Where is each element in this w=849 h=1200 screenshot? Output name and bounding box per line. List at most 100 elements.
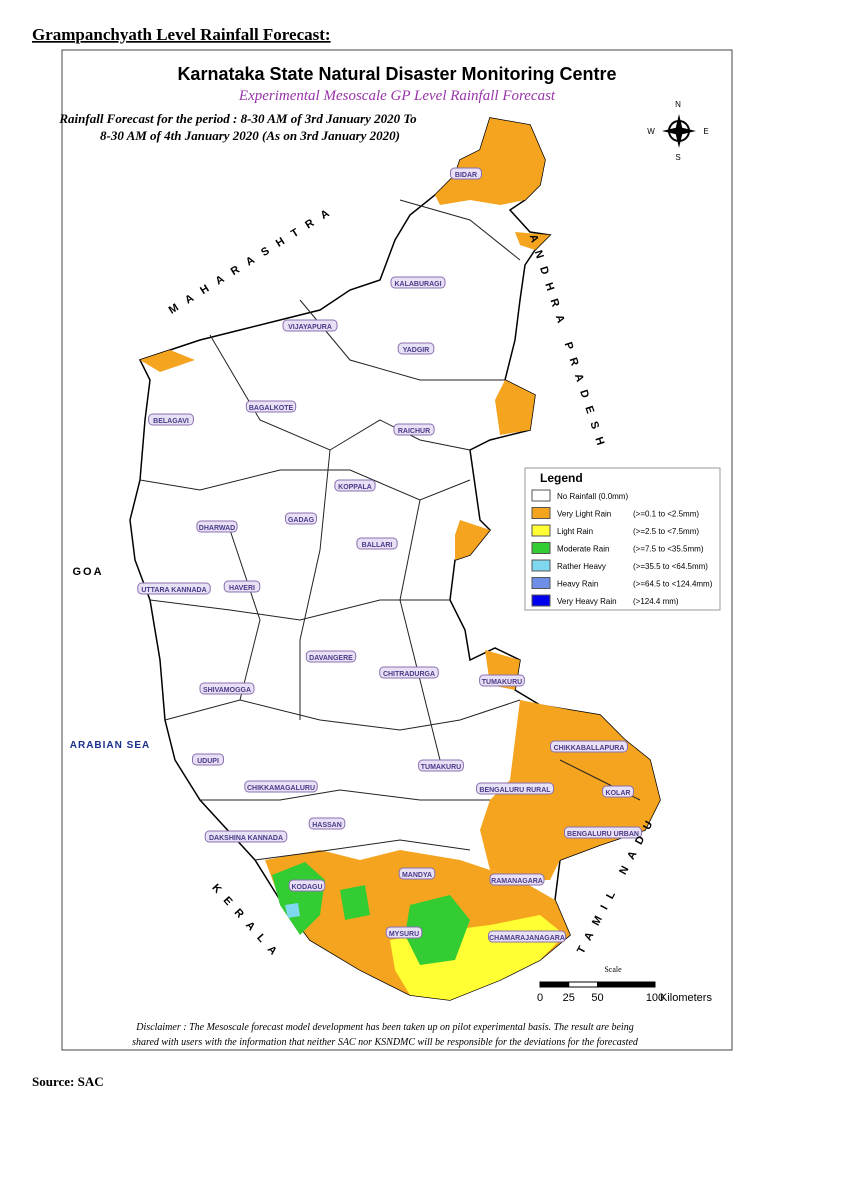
legend-range: (>124.4 mm) — [633, 597, 679, 606]
district-label: CHITRADURGA — [383, 671, 435, 678]
district-badge — [148, 413, 194, 426]
district-label: TUMAKURU — [482, 679, 522, 686]
district-badge — [385, 926, 423, 939]
district-label: BENGALURU RURAL — [479, 787, 551, 794]
district-label: BENGALURU URBAN — [567, 831, 639, 838]
district-label: MANDYA — [402, 872, 432, 879]
district-label: BALLARI — [362, 542, 393, 549]
district-label: SHIVAMOGGA — [203, 687, 251, 694]
legend-label: Moderate Rain — [557, 545, 609, 554]
district-badge — [305, 650, 357, 663]
legend-swatch — [531, 507, 551, 519]
district-badge — [285, 512, 317, 525]
legend-box — [524, 467, 721, 611]
legend-title: Legend — [540, 471, 583, 485]
district-label: CHIKKAMAGALURU — [247, 785, 315, 792]
legend-range: (>=2.5 to <7.5mm) — [633, 527, 699, 536]
compass-east: E — [703, 127, 708, 136]
district-label: KALABURAGI — [394, 281, 441, 288]
district-label: HASSAN — [312, 822, 342, 829]
district-badge — [418, 759, 464, 772]
legend-swatch — [531, 489, 551, 502]
district-badge — [488, 930, 566, 943]
district-badge — [282, 319, 338, 332]
district-badge — [390, 276, 446, 289]
legend-label: No Rainfall (0.0mm) — [557, 492, 628, 501]
region-label: ARABIAN SEA — [70, 740, 150, 751]
scale-segment — [597, 981, 656, 988]
district-badge — [308, 817, 346, 830]
district-badge — [244, 780, 318, 793]
district-badge — [199, 682, 255, 695]
district-label: KOPPALA — [338, 484, 372, 491]
district-label: TUMAKURU — [421, 764, 461, 771]
district-badge — [137, 582, 211, 595]
district-badge — [564, 826, 642, 839]
compass-west: W — [647, 127, 655, 136]
legend-label: Heavy Rain — [557, 580, 598, 589]
district-label: VIJAYAPURA — [288, 324, 332, 331]
district-badge — [397, 342, 435, 355]
district-label: UTTARA KANNADA — [141, 587, 206, 594]
legend-swatch — [531, 559, 551, 572]
district-label: BIDAR — [455, 172, 477, 179]
district-badge — [204, 830, 288, 843]
scale-label: 0 — [537, 992, 543, 1004]
district-badge — [379, 666, 439, 679]
compass-north: N — [675, 100, 681, 109]
map-title: Karnataka State Natural Disaster Monitor… — [177, 64, 616, 84]
district-label: YADGIR — [403, 347, 430, 354]
period-line: Rainfall Forecast for the period : 8-30 … — [58, 111, 417, 126]
district-badge — [334, 479, 376, 492]
compass — [662, 114, 696, 148]
scale-segment — [539, 981, 570, 988]
district-label: CHAMARAJANAGARA — [489, 935, 565, 942]
scale-label: 100 — [646, 992, 664, 1004]
district-label: HAVERI — [229, 585, 255, 592]
district-label: GADAG — [288, 517, 315, 524]
district-badge — [356, 537, 398, 550]
heading: Grampanchyath Level Rainfall Forecast: — [32, 25, 331, 44]
rain-area — [435, 118, 545, 205]
district-badge — [245, 400, 297, 413]
district-badge — [223, 580, 261, 593]
district-label: RAMANAGARA — [491, 878, 543, 885]
legend-range: (>=7.5 to <35.5mm) — [633, 545, 704, 554]
disclaimer: Disclaimer : The Mesoscale forecast mode… — [135, 1022, 633, 1033]
district-badge — [192, 753, 224, 766]
legend-range: (>=35.5 to <64.5mm) — [633, 562, 708, 571]
district-badge — [196, 520, 238, 533]
district-label: DAKSHINA KANNADA — [209, 835, 283, 842]
district-badge — [479, 674, 525, 687]
district-label: DHARWAD — [199, 525, 235, 532]
district-label: KODAGU — [291, 884, 322, 891]
disclaimer: shared with users with the information t… — [132, 1037, 639, 1048]
district-label: CHIKKABALLAPURA — [554, 745, 625, 752]
district-label: BAGALKOTE — [249, 405, 294, 412]
district-label: KOLAR — [606, 790, 631, 797]
district-label: BELAGAVI — [153, 418, 189, 425]
district-badge — [450, 167, 482, 180]
source: Source: SAC — [32, 1074, 104, 1089]
map-subtitle: Experimental Mesoscale GP Level Rainfall… — [238, 88, 556, 104]
district-badge — [393, 423, 435, 436]
scale-unit: Kilometers — [660, 992, 712, 1004]
legend-label: Very Heavy Rain — [557, 597, 617, 606]
district-badge — [476, 782, 554, 795]
district-badge — [489, 873, 545, 886]
rain-area — [285, 903, 300, 918]
scale-label: 25 — [563, 992, 575, 1004]
district-border — [139, 199, 641, 861]
legend-swatch — [531, 542, 551, 554]
legend-label: Rather Heavy — [557, 562, 606, 571]
legend-range: (>=0.1 to <2.5mm) — [633, 510, 699, 519]
legend-range: (>=64.5 to <124.4mm) — [633, 580, 713, 589]
period-line: 8-30 AM of 4th January 2020 (As on 3rd J… — [100, 128, 400, 143]
scale-label: 50 — [591, 992, 603, 1004]
district-label: UDUPI — [197, 758, 219, 765]
district-badge — [602, 785, 634, 798]
legend-swatch — [531, 577, 551, 589]
region-label: GOA — [72, 566, 103, 578]
compass-south: S — [675, 153, 680, 162]
